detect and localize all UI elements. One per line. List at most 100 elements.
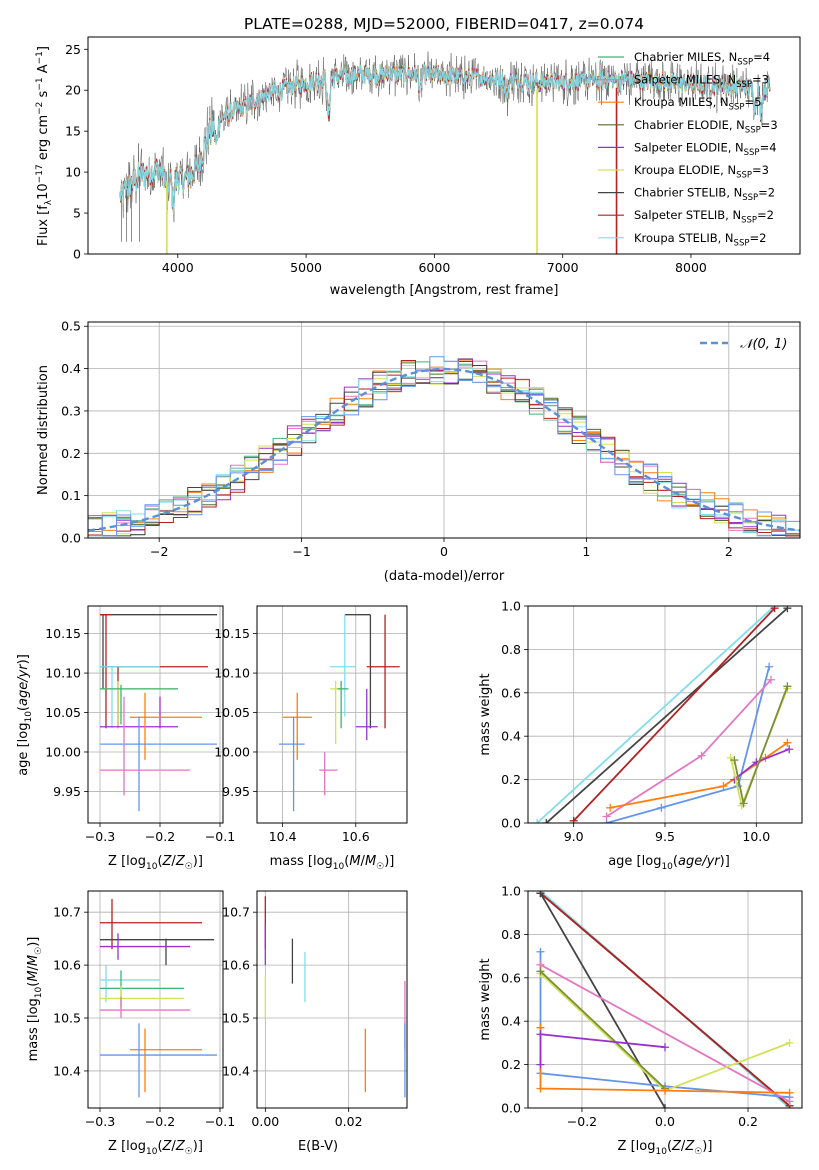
weight-marker bbox=[785, 1097, 794, 1106]
label-part: age [log bbox=[608, 854, 661, 869]
y-tick-label: 15 bbox=[65, 124, 81, 139]
legend-label: Chabrier MILES, NSSP=4 bbox=[634, 50, 770, 68]
y-tick-label: 10.5 bbox=[222, 1011, 250, 1026]
mass-vs-ebv-xlabel: E(B-V) bbox=[298, 1139, 338, 1154]
y-tick-label: 10.4 bbox=[222, 1063, 250, 1078]
weight-marker bbox=[697, 751, 706, 760]
y-tick-label: 10.05 bbox=[45, 705, 81, 720]
label-part: 10 bbox=[24, 711, 34, 723]
weight-marker bbox=[770, 606, 779, 613]
age_vs_Z-axes: −0.3 −0.2 −0.1 9.95 10.00 10.05 10.10 10.15 bbox=[45, 606, 235, 844]
y-tick-label: 0.4 bbox=[501, 1014, 521, 1029]
label-part: Z bbox=[162, 854, 173, 869]
label-part: 10 bbox=[661, 862, 673, 872]
mass_vs_Z-axes: −0.3 −0.2 −0.1 10.4 10.5 10.6 10.7 bbox=[53, 891, 235, 1129]
age-vs-Z-xlabel: Z [log10(Z/Z☉)] bbox=[108, 854, 203, 872]
label-part: Z [log bbox=[108, 1139, 146, 1154]
mass-vs-Z-ylabel: mass [log10(M/M☉)] bbox=[26, 937, 44, 1062]
x-tick-label: −1 bbox=[292, 544, 310, 559]
label-part: / bbox=[171, 1139, 176, 1154]
mass_vs_Z-frame bbox=[87, 890, 224, 1109]
label-part: M bbox=[349, 854, 360, 869]
legend-nssp: =2 bbox=[749, 231, 766, 245]
label-part: 10 bbox=[34, 986, 44, 998]
legend-nssp: =2 bbox=[758, 186, 775, 200]
weight-line bbox=[606, 666, 770, 823]
label-part: )] bbox=[720, 854, 730, 869]
y-tick-label: 0.3 bbox=[61, 403, 81, 418]
y-tick-label: 10.00 bbox=[45, 744, 81, 759]
label-part: A bbox=[36, 64, 51, 77]
label-part: Z bbox=[671, 1139, 682, 1154]
legend-model: Kroupa MILES, N bbox=[634, 95, 729, 109]
weight-marker bbox=[536, 947, 545, 956]
x-tick-label: 0 bbox=[440, 544, 448, 559]
x-tick-label: −2 bbox=[150, 544, 168, 559]
label-part: 10 bbox=[146, 862, 158, 872]
legend-label: Kroupa MILES, NSSP=5 bbox=[634, 95, 761, 113]
weight-marker bbox=[785, 745, 794, 754]
label-part: )] bbox=[193, 1139, 203, 1154]
label-part: ( bbox=[344, 854, 349, 869]
x-tick-label: 1 bbox=[582, 544, 590, 559]
label-part: Z bbox=[175, 854, 186, 869]
x-tick-label: 0.0 bbox=[655, 1114, 675, 1129]
weight-marker bbox=[536, 1084, 545, 1093]
mass_vs_ebv-axes: 0.00 0.02 10.4 10.5 10.6 10.7 bbox=[222, 891, 407, 1129]
y-tick-label: 0.8 bbox=[501, 642, 521, 657]
legend-sub: SSP bbox=[737, 58, 753, 68]
hist-series bbox=[88, 356, 800, 537]
y-tick-label: 0.2 bbox=[61, 446, 81, 461]
weight-marker bbox=[657, 803, 666, 812]
y-tick-label: 1.0 bbox=[501, 884, 521, 899]
legend-model: Chabrier ELODIE, N bbox=[634, 118, 745, 132]
weight-marker bbox=[783, 738, 792, 747]
weight-marker bbox=[536, 1030, 545, 1039]
weight-marker bbox=[606, 803, 615, 812]
residuals-frame bbox=[87, 321, 801, 539]
legend-sub: SSP bbox=[734, 238, 750, 248]
y-tick-label: 1.0 bbox=[501, 599, 521, 614]
weight-marker bbox=[542, 819, 551, 823]
y-tick-label: 0.8 bbox=[501, 927, 521, 942]
y-tick-label: 10.7 bbox=[222, 905, 250, 920]
weight_vs_age-series bbox=[533, 606, 794, 823]
label-part: −1 bbox=[35, 77, 45, 90]
legend-label: Chabrier STELIB, NSSP=2 bbox=[634, 186, 775, 204]
y-tick-label: 0.2 bbox=[501, 772, 521, 787]
legend-sub: SSP bbox=[729, 103, 745, 113]
label-part: M bbox=[26, 970, 41, 981]
legend-nssp: =3 bbox=[752, 73, 769, 87]
legend-nssp: =2 bbox=[757, 208, 774, 222]
y-tick-label: 10.15 bbox=[214, 626, 250, 641]
label-part: −2 bbox=[35, 102, 45, 115]
label-part: ☉ bbox=[376, 862, 384, 872]
label-part: Flux [f bbox=[36, 205, 51, 246]
age_vs_mass-frame bbox=[256, 605, 408, 824]
label-part: age [log bbox=[16, 723, 31, 776]
label-part: )] bbox=[702, 1139, 712, 1154]
weight_vs_age-frame bbox=[527, 605, 803, 824]
legend-model: Salpeter ELODIE, N bbox=[634, 140, 744, 154]
y-tick-label: 0.6 bbox=[501, 970, 521, 985]
label-part: ] bbox=[36, 46, 51, 51]
y-tick-label: 0.0 bbox=[501, 816, 521, 831]
residuals-ylabel: Normed distribution bbox=[36, 365, 51, 495]
label-part: erg cm bbox=[36, 115, 51, 164]
x-tick-label: 0.2 bbox=[738, 1114, 758, 1129]
age_vs_mass-points bbox=[278, 614, 400, 812]
y-tick-label: 0.1 bbox=[61, 488, 81, 503]
y-tick-label: 0.0 bbox=[501, 1101, 521, 1116]
legend-model: Chabrier STELIB, N bbox=[634, 186, 742, 200]
x-tick-label: 6000 bbox=[418, 260, 450, 275]
y-tick-label: 0.4 bbox=[61, 361, 81, 376]
label-part: Z [log bbox=[618, 1139, 656, 1154]
legend-sub: SSP bbox=[742, 193, 758, 203]
x-tick-label: 10.4 bbox=[269, 829, 297, 844]
weight_vs_Z-frame bbox=[527, 890, 803, 1109]
y-tick-label: 10.6 bbox=[222, 958, 250, 973]
y-tick-label: 0.5 bbox=[61, 319, 81, 334]
hist-group bbox=[88, 356, 800, 537]
weight-marker bbox=[766, 675, 775, 684]
y-tick-label: 25 bbox=[65, 42, 81, 57]
